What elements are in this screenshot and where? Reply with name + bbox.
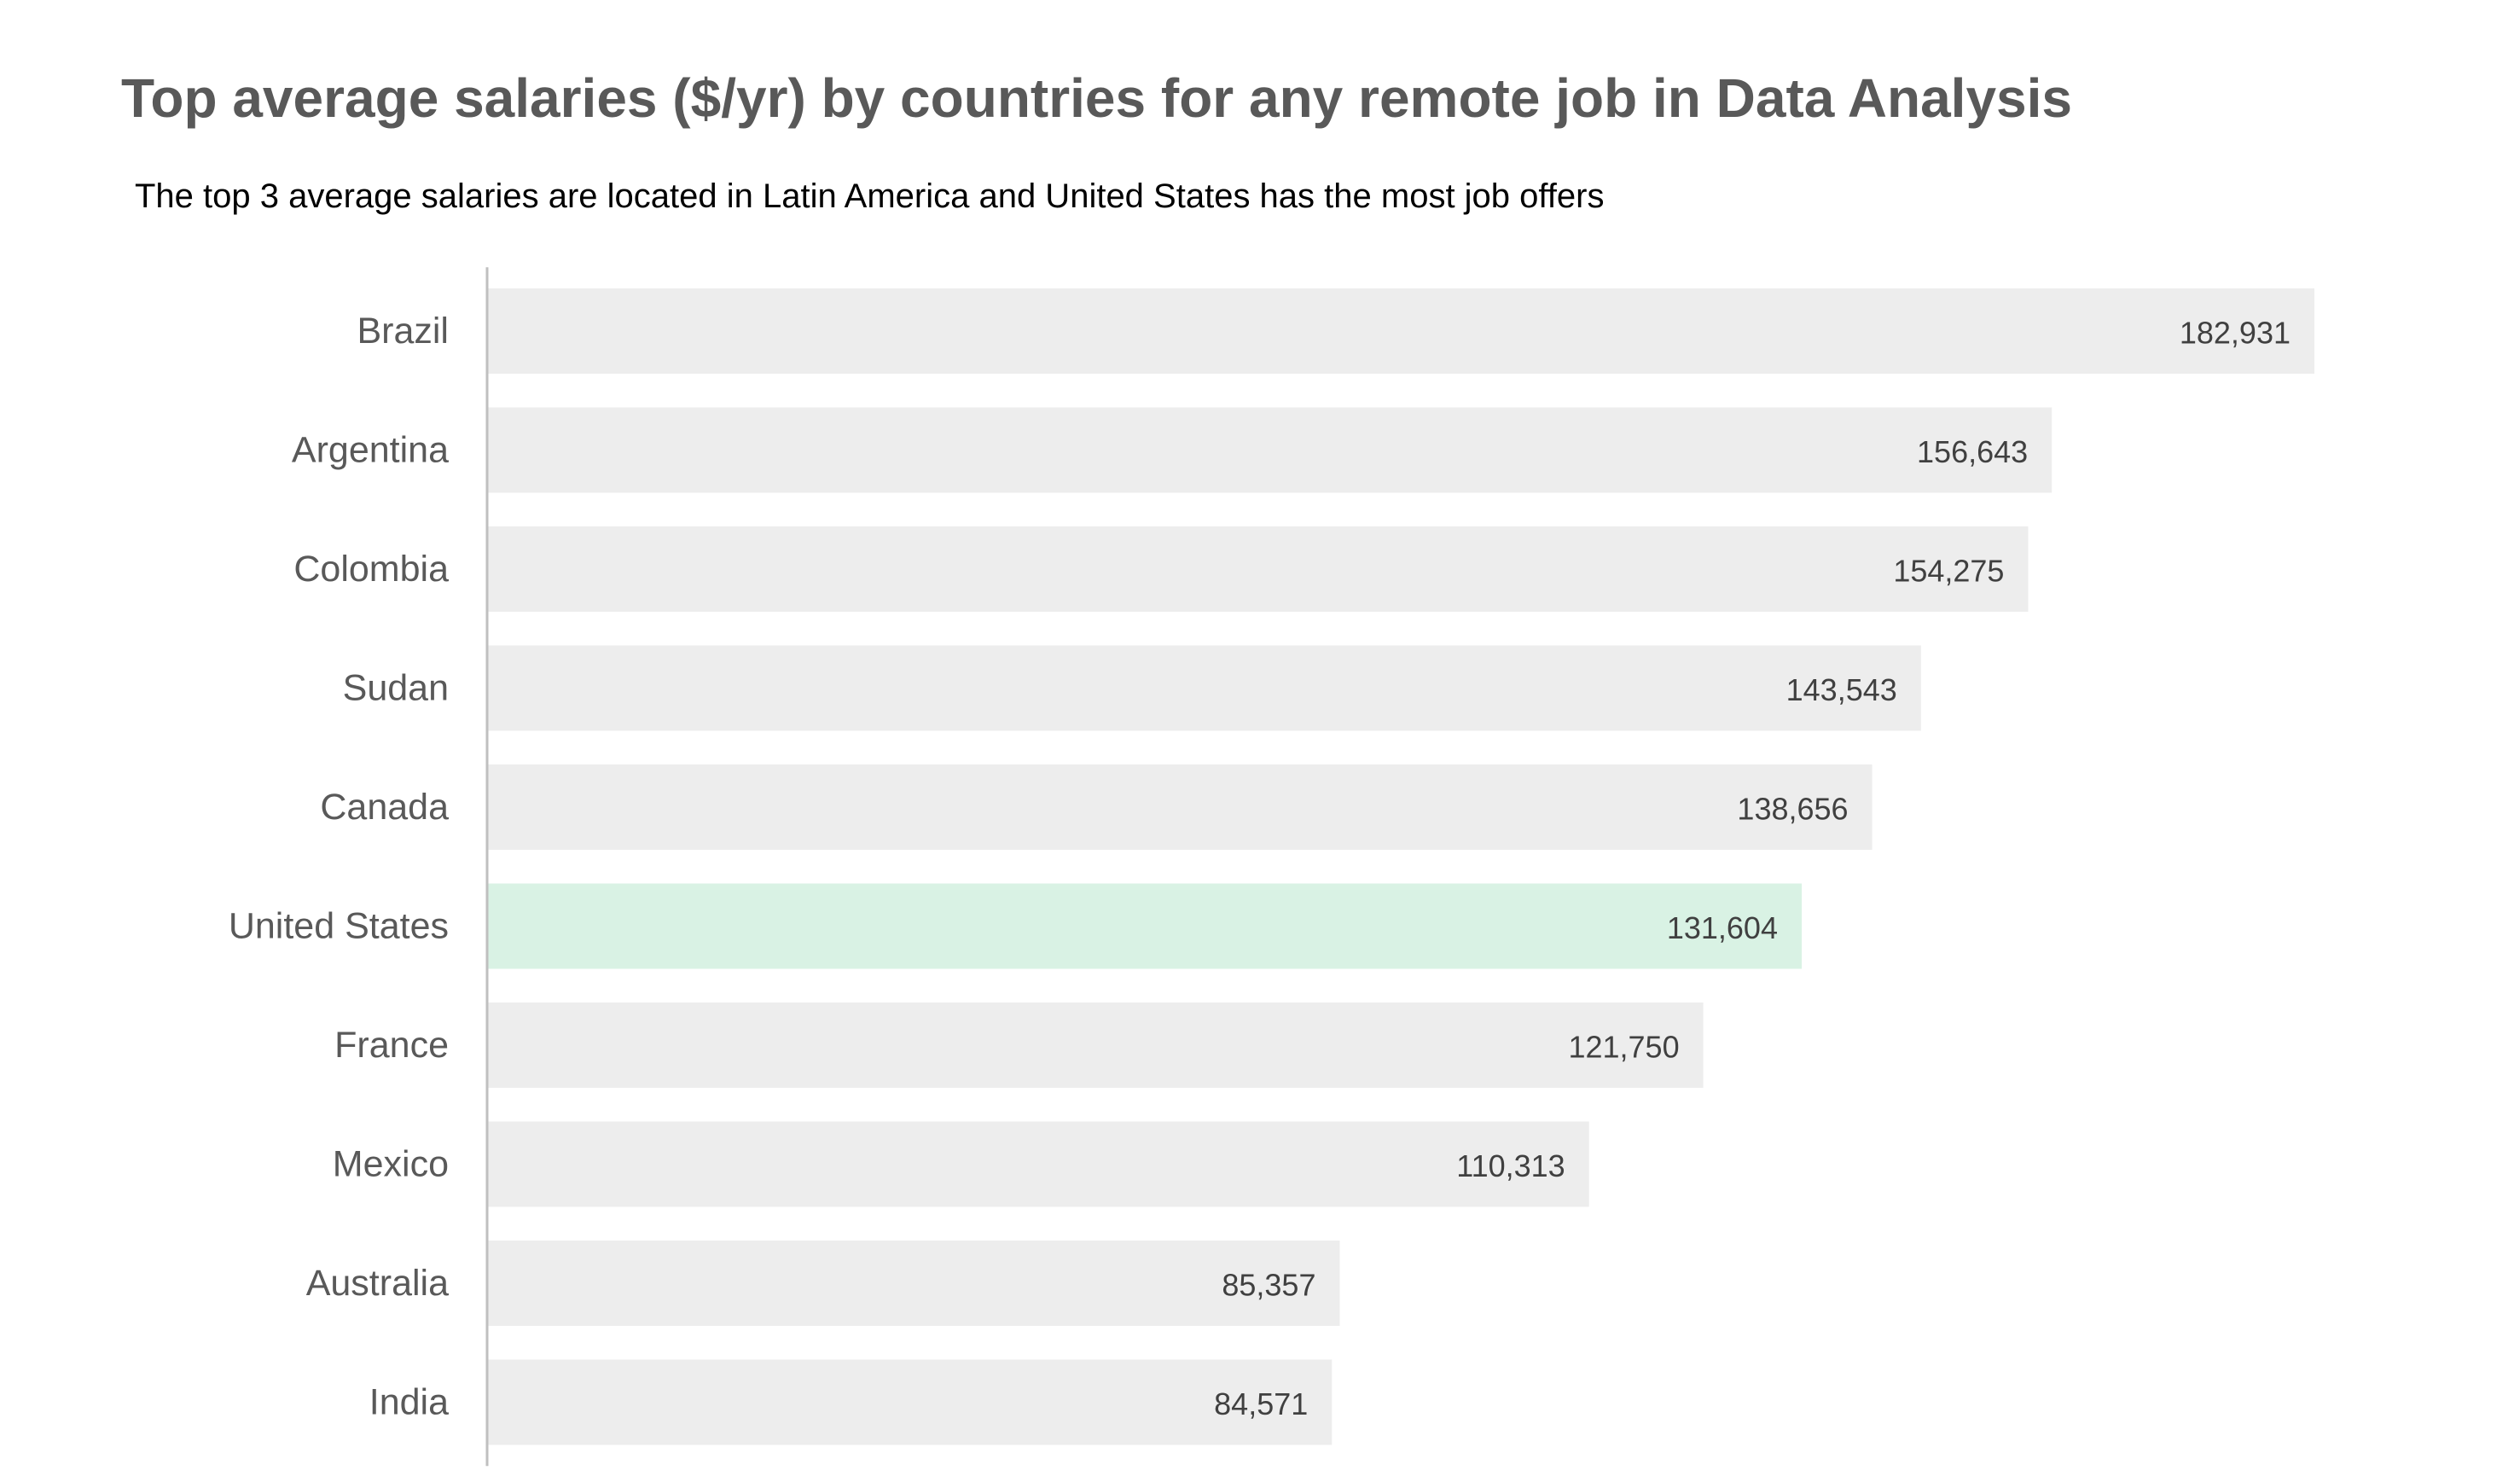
value-label-sudan: 143,543: [1786, 672, 1897, 707]
category-label-colombia: Colombia: [293, 549, 449, 590]
value-label-united-states: 131,604: [1667, 910, 1778, 945]
bars-layer: Brazil 182,931 Argentina 156,643 Colombia 154…: [229, 288, 2314, 1445]
chart-subtitle: The top 3 average salaries are located i…: [135, 177, 1605, 215]
value-label-australia: 85,357: [1222, 1268, 1315, 1303]
category-label-india: India: [369, 1382, 449, 1423]
value-label-india: 84,571: [1214, 1386, 1308, 1421]
value-label-canada: 138,656: [1737, 792, 1848, 827]
category-label-brazil: Brazil: [357, 311, 449, 352]
value-label-colombia: 154,275: [1893, 554, 2004, 589]
bar-brazil: [487, 288, 2314, 374]
bar-india: [487, 1359, 1333, 1445]
bar-sudan: [487, 645, 1921, 731]
category-label-mexico: Mexico: [333, 1144, 449, 1185]
value-label-mexico: 110,313: [1456, 1148, 1565, 1183]
category-label-united-states: United States: [229, 906, 449, 947]
value-label-brazil: 182,931: [2180, 316, 2291, 351]
category-label-france: France: [334, 1025, 449, 1066]
bar-france: [487, 1003, 1704, 1088]
bar-australia: [487, 1241, 1340, 1326]
category-label-canada: Canada: [320, 787, 449, 828]
bar-united-states: [487, 883, 1802, 969]
category-label-argentina: Argentina: [292, 430, 449, 471]
value-label-france: 121,750: [1568, 1030, 1679, 1065]
category-label-sudan: Sudan: [343, 668, 449, 709]
bar-argentina: [487, 407, 2053, 493]
value-label-argentina: 156,643: [1917, 434, 2028, 469]
bar-mexico: [487, 1121, 1589, 1207]
bar-colombia: [487, 526, 2029, 612]
category-label-australia: Australia: [306, 1263, 449, 1304]
chart-title: Top average salaries ($/yr) by countries…: [121, 67, 2072, 129]
bar-canada: [487, 764, 1873, 850]
